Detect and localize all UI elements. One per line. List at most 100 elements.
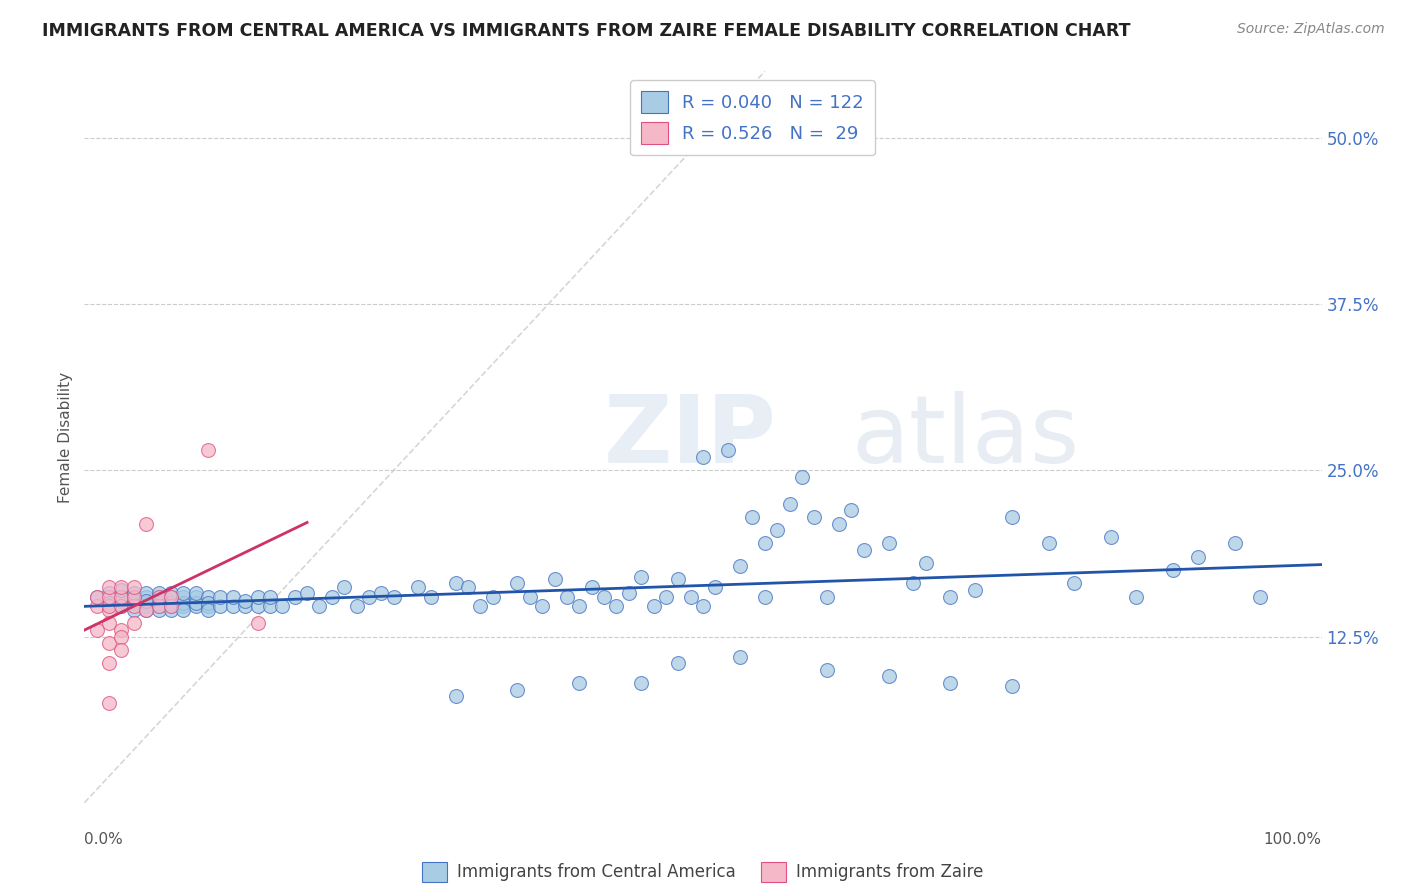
- Point: [172, 585, 194, 599]
- Point: [98, 656, 121, 670]
- Point: [470, 599, 492, 613]
- Point: [148, 599, 170, 613]
- Point: [122, 596, 145, 610]
- Point: [1001, 509, 1024, 524]
- Point: [939, 676, 962, 690]
- Point: [308, 599, 330, 613]
- Text: 100.0%: 100.0%: [1264, 832, 1322, 847]
- Point: [382, 590, 405, 604]
- Point: [98, 590, 121, 604]
- Point: [184, 599, 207, 613]
- Point: [184, 585, 207, 599]
- Point: [172, 596, 194, 610]
- Point: [197, 603, 219, 617]
- Point: [246, 616, 269, 631]
- Point: [481, 590, 503, 604]
- Point: [457, 580, 479, 594]
- Point: [197, 443, 219, 458]
- Text: 0.0%: 0.0%: [84, 832, 124, 847]
- Point: [98, 636, 121, 650]
- Point: [233, 593, 256, 607]
- Point: [617, 585, 640, 599]
- Point: [333, 580, 356, 594]
- Point: [148, 599, 170, 613]
- Point: [122, 580, 145, 594]
- Point: [1038, 536, 1060, 550]
- Point: [246, 590, 269, 604]
- Point: [666, 573, 689, 587]
- Point: [1125, 590, 1147, 604]
- Point: [86, 623, 108, 637]
- Point: [98, 599, 121, 613]
- Point: [98, 616, 121, 631]
- Point: [828, 516, 851, 531]
- Point: [110, 590, 132, 604]
- Point: [790, 470, 813, 484]
- Point: [122, 585, 145, 599]
- Point: [110, 630, 132, 644]
- Point: [209, 590, 232, 604]
- Point: [1161, 563, 1184, 577]
- Point: [122, 590, 145, 604]
- Point: [841, 503, 863, 517]
- Text: IMMIGRANTS FROM CENTRAL AMERICA VS IMMIGRANTS FROM ZAIRE FEMALE DISABILITY CORRE: IMMIGRANTS FROM CENTRAL AMERICA VS IMMIG…: [42, 22, 1130, 40]
- Y-axis label: Female Disability: Female Disability: [58, 371, 73, 503]
- Point: [444, 576, 467, 591]
- Point: [110, 580, 132, 594]
- Point: [110, 593, 132, 607]
- Point: [877, 669, 900, 683]
- Point: [135, 603, 157, 617]
- Point: [271, 599, 294, 613]
- Text: ZIP: ZIP: [605, 391, 778, 483]
- Point: [692, 599, 714, 613]
- Point: [852, 543, 875, 558]
- Point: [903, 576, 925, 591]
- Point: [754, 536, 776, 550]
- Point: [110, 623, 132, 637]
- Point: [408, 580, 430, 594]
- Point: [197, 596, 219, 610]
- Point: [754, 590, 776, 604]
- Point: [148, 590, 170, 604]
- Point: [1063, 576, 1085, 591]
- Point: [148, 585, 170, 599]
- Point: [184, 596, 207, 610]
- Point: [1099, 530, 1122, 544]
- Point: [815, 663, 838, 677]
- Point: [98, 580, 121, 594]
- Point: [593, 590, 616, 604]
- Point: [222, 599, 245, 613]
- Point: [122, 590, 145, 604]
- Point: [321, 590, 343, 604]
- Point: [295, 585, 318, 599]
- Point: [357, 590, 380, 604]
- Point: [172, 603, 194, 617]
- Point: [110, 599, 132, 613]
- Point: [172, 590, 194, 604]
- Point: [135, 585, 157, 599]
- Point: [630, 570, 652, 584]
- Point: [246, 599, 269, 613]
- Point: [531, 599, 554, 613]
- Point: [370, 585, 392, 599]
- Point: [259, 599, 281, 613]
- Legend: Immigrants from Central America, Immigrants from Zaire: Immigrants from Central America, Immigra…: [416, 855, 990, 888]
- Point: [160, 596, 183, 610]
- Point: [679, 590, 702, 604]
- Point: [110, 643, 132, 657]
- Point: [728, 559, 751, 574]
- Point: [86, 599, 108, 613]
- Point: [568, 676, 591, 690]
- Point: [148, 590, 170, 604]
- Point: [172, 599, 194, 613]
- Point: [135, 593, 157, 607]
- Point: [519, 590, 541, 604]
- Point: [419, 590, 441, 604]
- Point: [965, 582, 987, 597]
- Point: [815, 590, 838, 604]
- Point: [779, 497, 801, 511]
- Point: [135, 596, 157, 610]
- Point: [86, 590, 108, 604]
- Point: [766, 523, 789, 537]
- Point: [160, 599, 183, 613]
